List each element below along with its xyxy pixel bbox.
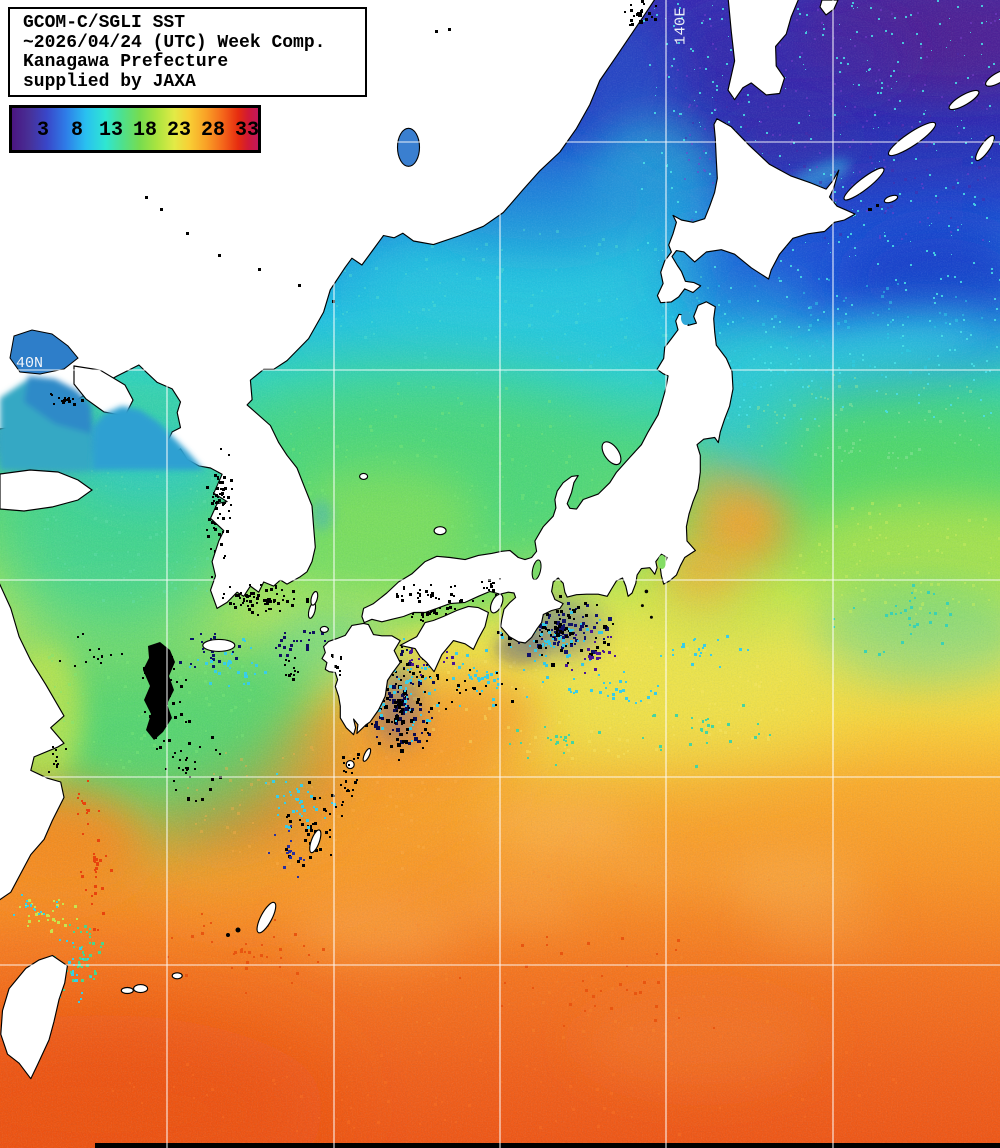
svg-text:40N: 40N: [16, 355, 43, 372]
svg-text:140E: 140E: [673, 7, 690, 45]
